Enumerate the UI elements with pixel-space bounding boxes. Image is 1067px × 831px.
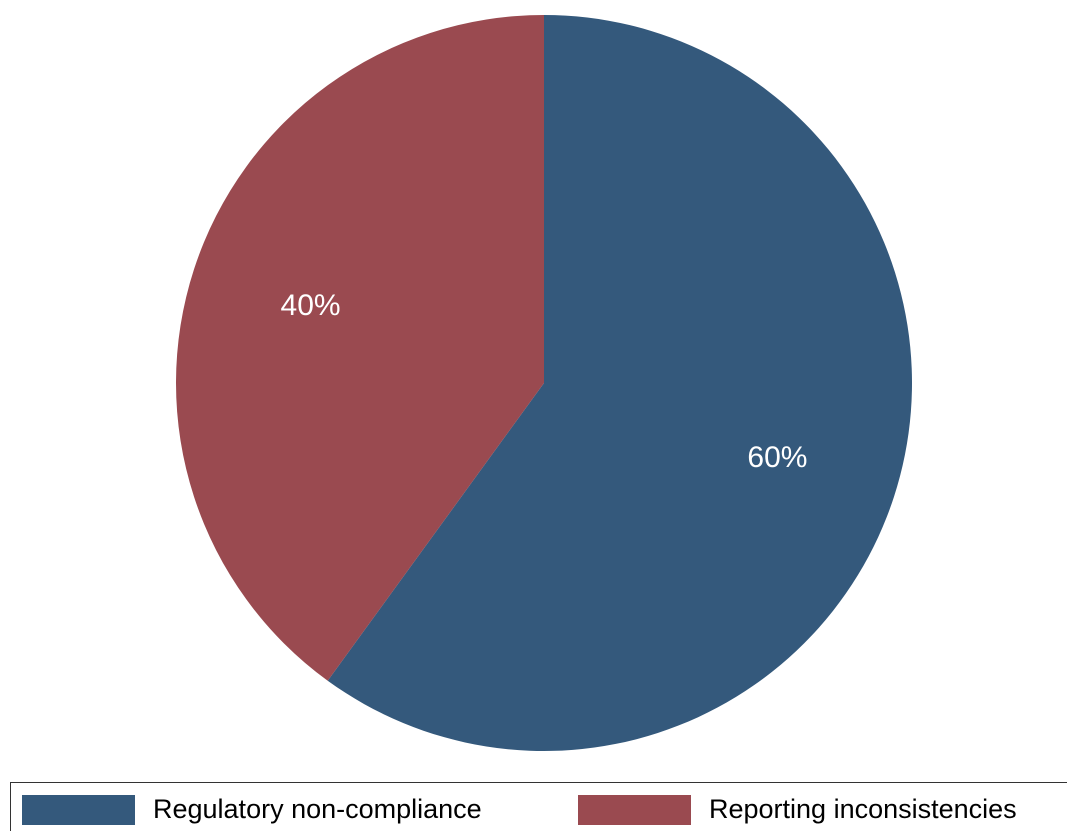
legend-swatch <box>22 795 135 825</box>
legend-swatch <box>578 795 691 825</box>
legend-label: Reporting inconsistencies <box>709 794 1017 824</box>
legend-label: Regulatory non-compliance <box>153 794 482 824</box>
pie-slice <box>327 15 913 751</box>
value-label: 60% <box>747 441 807 474</box>
legend-box <box>10 782 1067 831</box>
pie-slice <box>175 15 544 681</box>
value-label: 40% <box>281 289 341 322</box>
